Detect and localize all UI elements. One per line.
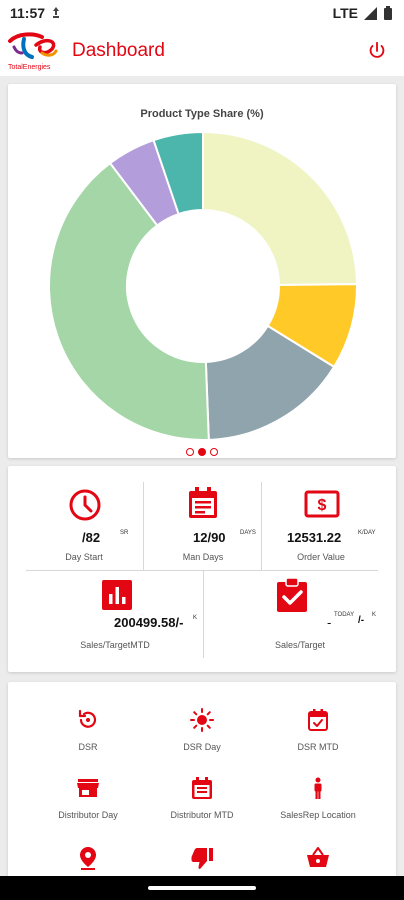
- man-days-value: 12/90: [193, 530, 226, 545]
- menu-item-distributor-day[interactable]: Distributor Day: [28, 776, 148, 824]
- power-icon[interactable]: [366, 40, 388, 62]
- data-saver-icon: [53, 7, 60, 18]
- order-value-label: Order Value: [297, 552, 345, 562]
- stat-day-start[interactable]: /82 SR Day Start: [24, 466, 144, 570]
- menu-item-distributor-mtd-label: Distributor MTD: [170, 810, 234, 820]
- calendar-list-icon: [192, 777, 212, 799]
- menu-item-salesrep-location-label: SalesRep Location: [280, 810, 356, 820]
- logo-mark: [8, 32, 58, 59]
- divider: [143, 482, 144, 570]
- signal-icon: [364, 6, 377, 20]
- menu-item-salesrep-location[interactable]: SalesRep Location: [258, 776, 378, 824]
- calendar-icon: [189, 487, 217, 518]
- pager-dot-2[interactable]: [198, 448, 206, 456]
- store-icon: [77, 779, 99, 797]
- total-energies-logo: TotalEnergies: [6, 31, 60, 71]
- sales-target-unit: K: [372, 612, 377, 618]
- donut-slice[interactable]: [152, 130, 204, 216]
- status-time: 11:57: [10, 5, 46, 21]
- man-days-unit: DAYS: [240, 530, 256, 536]
- pager-dot-3[interactable]: [210, 448, 218, 456]
- sun-icon: [190, 708, 214, 732]
- man-days-label: Man Days: [182, 552, 224, 562]
- clock-icon: [69, 489, 101, 521]
- order-value-value: 12531.22: [287, 530, 342, 545]
- stat-sales-target[interactable]: - TODAY /- K Sales/Target: [203, 570, 396, 670]
- system-nav-bar: [0, 876, 404, 900]
- chart-card: Product Type Share (%): [8, 84, 396, 458]
- basket-icon: [307, 847, 329, 867]
- donut-chart: [48, 130, 359, 441]
- menu-item-dsr-mtd[interactable]: DSR MTD: [258, 708, 378, 756]
- menu-item-dsr[interactable]: DSR: [28, 708, 148, 756]
- pager-dot-1[interactable]: [186, 448, 194, 456]
- home-gesture-handle[interactable]: [148, 886, 256, 890]
- menu-item-orders[interactable]: [258, 846, 378, 876]
- bar-chart-icon: [102, 580, 132, 610]
- svg-text:$: $: [318, 497, 327, 514]
- clipboard-check-icon: [277, 578, 307, 612]
- chart-pager: [0, 448, 404, 456]
- menu-item-location[interactable]: [28, 846, 148, 876]
- menu-item-dsr-label: DSR: [78, 742, 98, 752]
- sales-target-mtd-label: Sales/TargetMTD: [80, 640, 150, 650]
- menu-item-dsr-day[interactable]: DSR Day: [142, 708, 262, 756]
- divider: [203, 570, 204, 658]
- menu-item-distributor-mtd[interactable]: Distributor MTD: [142, 776, 262, 824]
- person-icon: [314, 777, 322, 799]
- divider: [261, 482, 262, 570]
- logo-text: TotalEnergies: [8, 64, 51, 71]
- thumb-down-icon: [191, 848, 213, 869]
- location-pin-icon: [80, 847, 96, 870]
- donut-slice[interactable]: [202, 130, 359, 287]
- stat-sales-target-mtd[interactable]: 200499.58/- K Sales/TargetMTD: [8, 570, 203, 670]
- stat-order-value[interactable]: $ 12531.22 K/DAY Order Value: [261, 466, 381, 570]
- menu-card: DSR DSR Day DSR MTD: [8, 682, 396, 892]
- day-start-unit: SR: [120, 530, 129, 536]
- stat-man-days[interactable]: 12/90 DAYS Man Days: [143, 466, 263, 570]
- page-title: Dashboard: [72, 40, 165, 61]
- menu-item-dsr-mtd-label: DSR MTD: [297, 742, 339, 752]
- battery-icon: [384, 6, 392, 20]
- day-start-value: /82: [82, 530, 101, 545]
- sales-target-value: -: [327, 615, 332, 630]
- status-bar: 11:57 LTE: [0, 0, 404, 26]
- menu-item-distributor-day-label: Distributor Day: [58, 810, 118, 820]
- menu-item-feedback[interactable]: [142, 846, 262, 876]
- sales-target-mtd-value: 200499.58/-: [114, 615, 184, 630]
- menu-item-dsr-day-label: DSR Day: [183, 742, 221, 752]
- dollar-bill-icon: $: [304, 490, 340, 518]
- sales-target-mtd-unit: K: [193, 615, 198, 621]
- sales-target-tail: /-: [358, 615, 365, 626]
- stats-card: /82 SR Day Start 12/90 DAYS Man Days $ 1…: [8, 466, 396, 672]
- sales-target-period: TODAY: [334, 612, 355, 618]
- chart-title: Product Type Share (%): [140, 108, 264, 120]
- day-start-label: Day Start: [65, 552, 103, 562]
- order-value-unit: K/DAY: [358, 530, 376, 536]
- calendar-check-icon: [308, 709, 328, 731]
- network-type: LTE: [332, 5, 358, 21]
- divider: [26, 570, 378, 571]
- donut-slice[interactable]: [48, 161, 210, 441]
- dsr-history-icon: [78, 709, 97, 728]
- sales-target-label: Sales/Target: [274, 640, 326, 650]
- app-bar: TotalEnergies Dashboard: [0, 26, 404, 76]
